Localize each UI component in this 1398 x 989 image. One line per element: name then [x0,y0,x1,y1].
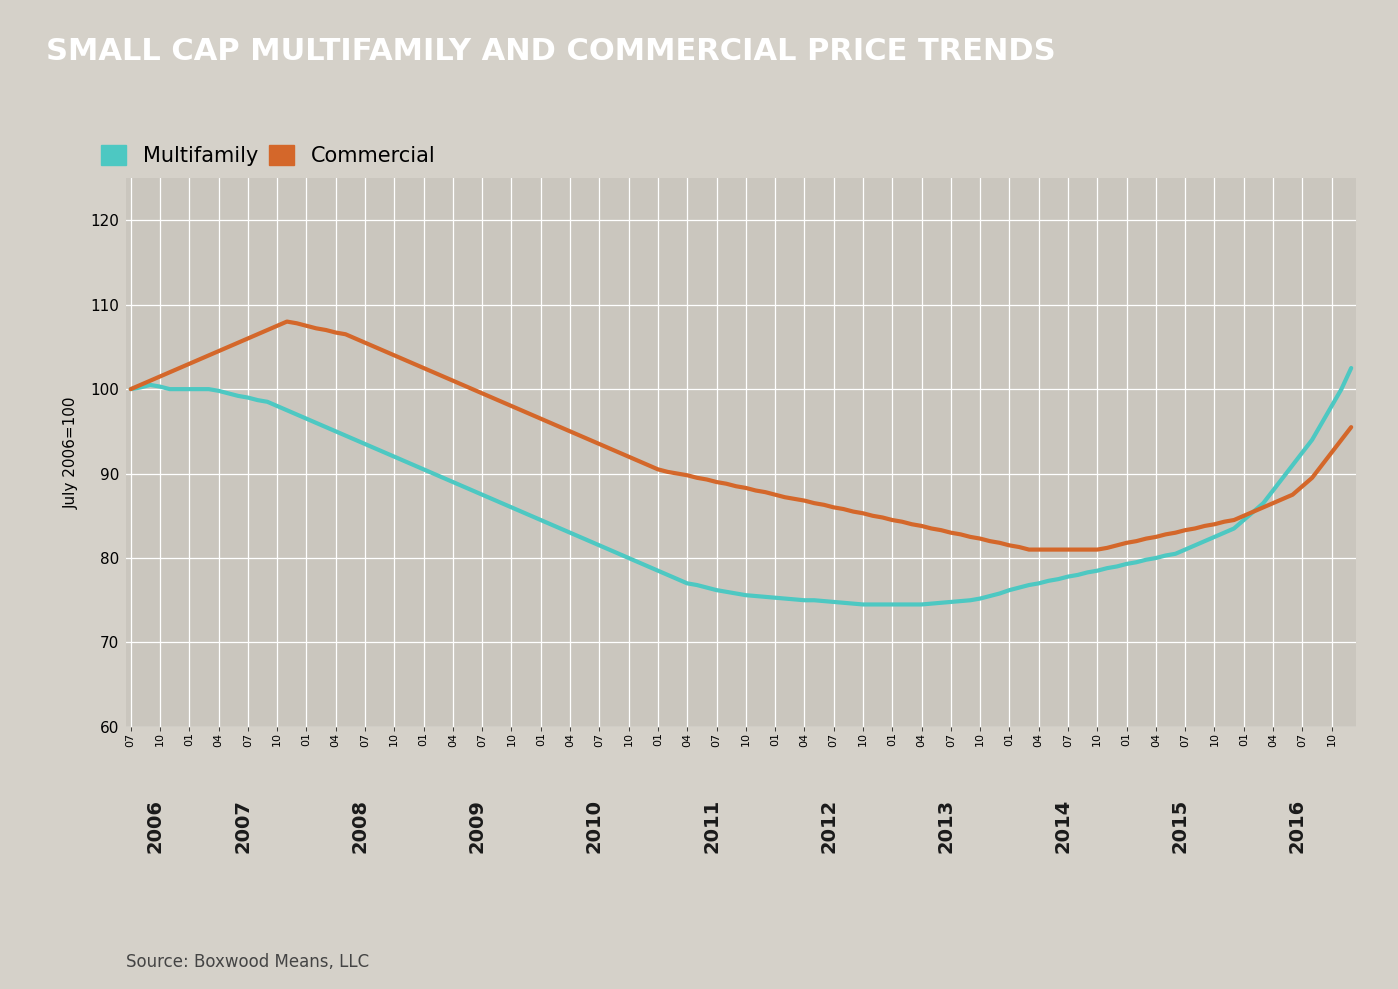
Text: 2006: 2006 [145,799,165,854]
Text: SMALL CAP MULTIFAMILY AND COMMERCIAL PRICE TRENDS: SMALL CAP MULTIFAMILY AND COMMERCIAL PRI… [46,38,1055,66]
Text: 2008: 2008 [351,799,369,854]
Text: 2011: 2011 [702,799,721,854]
Text: Source: Boxwood Means, LLC: Source: Boxwood Means, LLC [126,953,369,971]
Text: 2009: 2009 [468,799,487,853]
Legend: Multifamily, Commercial: Multifamily, Commercial [101,145,435,166]
Y-axis label: July 2006=100: July 2006=100 [64,397,78,508]
Text: 2014: 2014 [1054,799,1072,854]
Text: 2012: 2012 [819,799,839,854]
Text: 2015: 2015 [1170,799,1190,854]
Text: 2007: 2007 [233,799,253,853]
Text: 2010: 2010 [584,799,604,854]
Text: 2013: 2013 [937,799,955,854]
Text: 2016: 2016 [1288,799,1307,854]
